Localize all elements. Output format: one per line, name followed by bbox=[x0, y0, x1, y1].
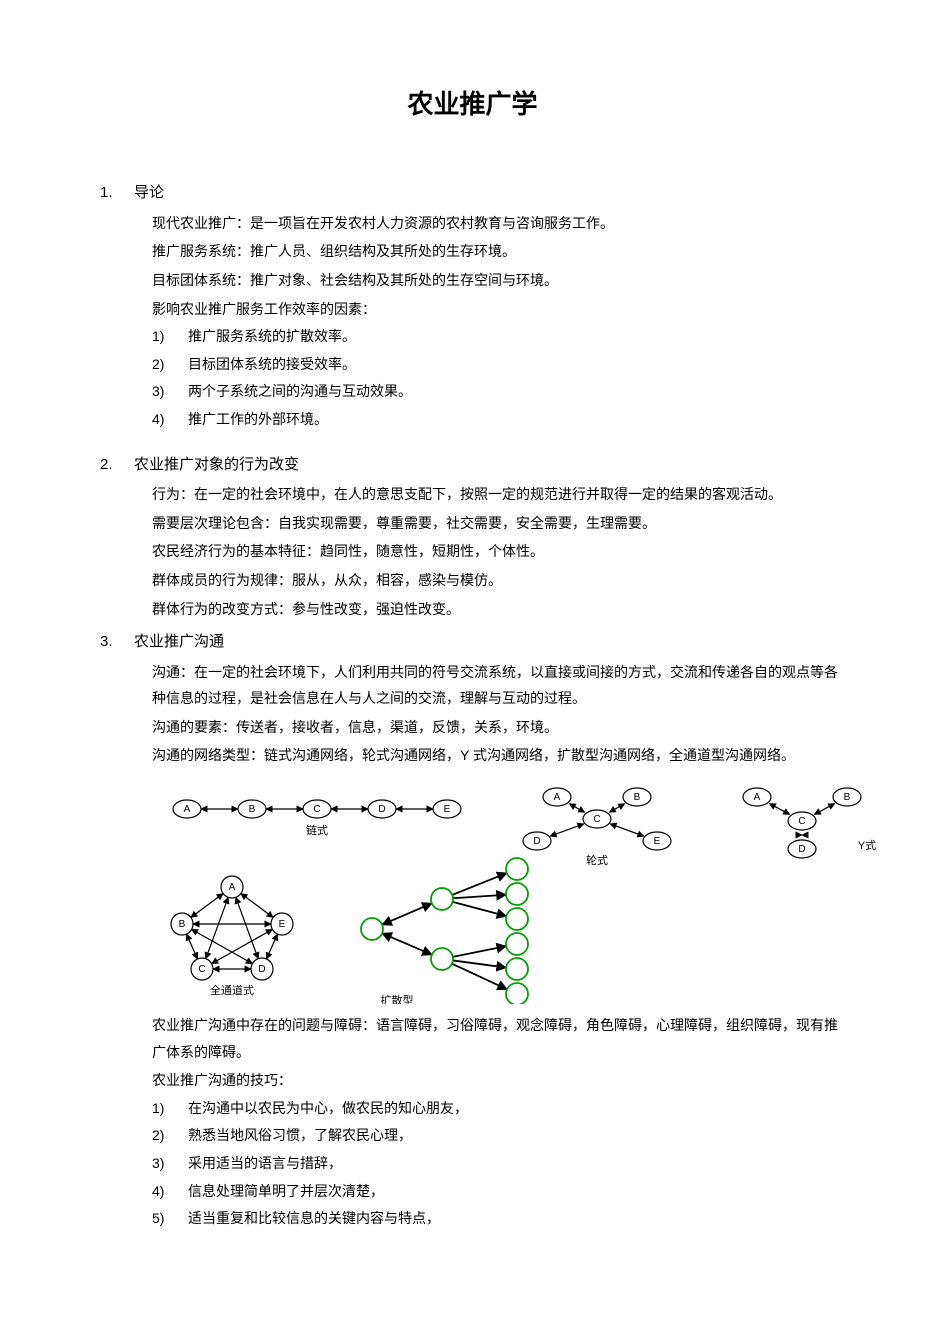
list-item: 3) 两个子系统之间的沟通与互动效果。 bbox=[152, 378, 845, 405]
body-line: 目标团体系统：推广对象、社会结构及其所处的生存空间与环境。 bbox=[152, 267, 845, 294]
list-number: 1) bbox=[152, 1095, 188, 1122]
list-item: 1) 推广服务系统的扩散效率。 bbox=[152, 323, 845, 350]
list-number: 2) bbox=[152, 1122, 188, 1149]
list-text: 目标团体系统的接受效率。 bbox=[188, 351, 356, 378]
list-item: 4) 推广工作的外部环境。 bbox=[152, 406, 845, 433]
list-number: 4) bbox=[152, 406, 188, 433]
body-line: 需要层次理论包含：自我实现需要，尊重需要，社交需要，安全需要，生理需要。 bbox=[152, 510, 845, 537]
svg-text:E: E bbox=[654, 836, 661, 847]
list-number: 2) bbox=[152, 351, 188, 378]
body-line: 影响农业推广服务工作效率的因素： bbox=[152, 296, 845, 323]
svg-text:A: A bbox=[554, 792, 561, 803]
body-line: 农民经济行为的基本特征：趋同性，随意性，短期性，个体性。 bbox=[152, 538, 845, 565]
svg-text:A: A bbox=[754, 792, 761, 803]
list-text: 适当重复和比较信息的关键内容与特点， bbox=[188, 1205, 440, 1232]
svg-text:B: B bbox=[844, 792, 851, 803]
list-text: 在沟通中以农民为中心，做农民的知心朋友， bbox=[188, 1095, 468, 1122]
list-text: 信息处理简单明了并层次清楚， bbox=[188, 1178, 384, 1205]
section-header: 1. 导论 bbox=[100, 179, 845, 208]
svg-text:D: D bbox=[533, 836, 540, 847]
svg-text:B: B bbox=[249, 804, 256, 815]
network-diagrams-svg: A B C D E 链式 A B C D E 轮式 A B C D Y式 A B C D E 全通道式扩散型 bbox=[152, 779, 892, 1004]
svg-text:链式: 链式 bbox=[306, 823, 328, 837]
body-line: 沟通：在一定的社会环境下，人们利用共同的符号交流系统，以直接或间接的方式，交流和… bbox=[152, 659, 845, 712]
list-item: 1) 在沟通中以农民为中心，做农民的知心朋友， bbox=[152, 1095, 845, 1122]
list-text: 熟悉当地风俗习惯，了解农民心理， bbox=[188, 1122, 412, 1149]
list-number: 5) bbox=[152, 1205, 188, 1232]
section-header: 3. 农业推广沟通 bbox=[100, 628, 845, 657]
body-line: 沟通的网络类型：链式沟通网络，轮式沟通网络，Y 式沟通网络，扩散型沟通网络，全通… bbox=[152, 742, 845, 769]
section-body: 农业推广沟通中存在的问题与障碍：语言障碍，习俗障碍，观念障碍，角色障碍，心理障碍… bbox=[100, 1012, 845, 1232]
section-body: 现代农业推广：是一项旨在开发农村人力资源的农村教育与咨询服务工作。 推广服务系统… bbox=[100, 210, 845, 433]
section-body: 行为：在一定的社会环境中，在人的意思支配下，按照一定的规范进行并取得一定的结果的… bbox=[100, 481, 845, 622]
section-title: 导论 bbox=[134, 179, 164, 208]
section-number: 2. bbox=[100, 451, 134, 480]
body-line: 群体行为的改变方式：参与性改变，强迫性改变。 bbox=[152, 596, 845, 623]
page-title: 农业推广学 bbox=[100, 80, 845, 129]
list-text: 推广工作的外部环境。 bbox=[188, 406, 328, 433]
list-item: 5) 适当重复和比较信息的关键内容与特点， bbox=[152, 1205, 845, 1232]
svg-text:D: D bbox=[798, 844, 805, 855]
svg-text:A: A bbox=[229, 882, 236, 893]
svg-text:C: C bbox=[593, 814, 600, 825]
svg-text:C: C bbox=[198, 964, 205, 975]
body-line: 推广服务系统：推广人员、组织结构及其所处的生存环境。 bbox=[152, 238, 845, 265]
svg-text:扩散型: 扩散型 bbox=[381, 993, 414, 1004]
svg-text:E: E bbox=[444, 804, 451, 815]
network-diagrams: ABCDE链式ABCDE轮式ABCDY式ABCDE全通道式扩散型 bbox=[100, 779, 845, 1004]
section-number: 3. bbox=[100, 628, 134, 657]
body-line: 农业推广沟通中存在的问题与障碍：语言障碍，习俗障碍，观念障碍，角色障碍，心理障碍… bbox=[152, 1012, 845, 1065]
list-item: 3) 采用适当的语言与措辞， bbox=[152, 1150, 845, 1177]
svg-text:轮式: 轮式 bbox=[586, 853, 608, 867]
body-line: 行为：在一定的社会环境中，在人的意思支配下，按照一定的规范进行并取得一定的结果的… bbox=[152, 481, 845, 508]
svg-text:C: C bbox=[313, 804, 320, 815]
svg-text:A: A bbox=[184, 804, 191, 815]
list-item: 2) 目标团体系统的接受效率。 bbox=[152, 351, 845, 378]
body-line: 现代农业推广：是一项旨在开发农村人力资源的农村教育与咨询服务工作。 bbox=[152, 210, 845, 237]
svg-text:Y式: Y式 bbox=[858, 839, 876, 852]
svg-text:D: D bbox=[258, 964, 265, 975]
body-line: 沟通的要素：传送者，接收者，信息，渠道，反馈，关系，环境。 bbox=[152, 714, 845, 741]
list-number: 4) bbox=[152, 1178, 188, 1205]
list-text: 两个子系统之间的沟通与互动效果。 bbox=[188, 378, 412, 405]
svg-text:D: D bbox=[378, 804, 385, 815]
svg-text:全通道式: 全通道式 bbox=[210, 983, 254, 997]
list-text: 推广服务系统的扩散效率。 bbox=[188, 323, 356, 350]
section-header: 2. 农业推广对象的行为改变 bbox=[100, 451, 845, 480]
list-text: 采用适当的语言与措辞， bbox=[188, 1150, 342, 1177]
list-number: 3) bbox=[152, 1150, 188, 1177]
svg-text:E: E bbox=[279, 919, 286, 930]
body-line: 农业推广沟通的技巧： bbox=[152, 1067, 845, 1094]
list-item: 4) 信息处理简单明了并层次清楚， bbox=[152, 1178, 845, 1205]
body-line: 群体成员的行为规律：服从，从众，相容，感染与模仿。 bbox=[152, 567, 845, 594]
section-body: 沟通：在一定的社会环境下，人们利用共同的符号交流系统，以直接或间接的方式，交流和… bbox=[100, 659, 845, 769]
list-number: 3) bbox=[152, 378, 188, 405]
svg-text:B: B bbox=[179, 919, 186, 930]
section-title: 农业推广沟通 bbox=[134, 628, 224, 657]
svg-text:C: C bbox=[798, 816, 805, 827]
section-number: 1. bbox=[100, 179, 134, 208]
svg-text:B: B bbox=[634, 792, 641, 803]
list-item: 2) 熟悉当地风俗习惯，了解农民心理， bbox=[152, 1122, 845, 1149]
section-title: 农业推广对象的行为改变 bbox=[134, 451, 299, 480]
list-number: 1) bbox=[152, 323, 188, 350]
